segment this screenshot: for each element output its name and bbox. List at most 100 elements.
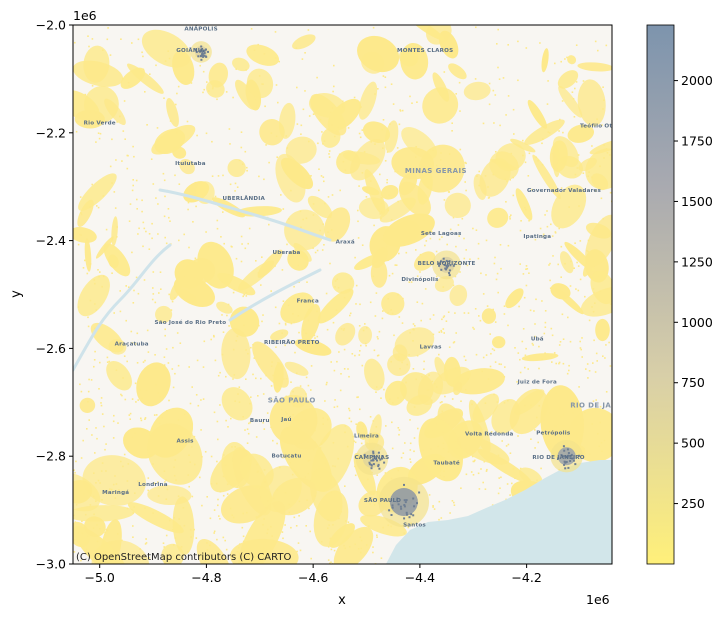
density-speck [554, 232, 557, 234]
density-speck [181, 81, 183, 83]
density-speck [337, 286, 340, 289]
density-speck [332, 524, 334, 526]
density-speck [234, 182, 237, 185]
metro-speck [400, 507, 403, 510]
density-speck [584, 411, 586, 414]
density-speck [480, 272, 482, 275]
density-speck [373, 501, 375, 503]
density-speck [258, 363, 260, 366]
density-speck [579, 347, 582, 349]
density-speck [355, 303, 357, 305]
density-speck [133, 289, 135, 292]
density-speck [562, 338, 565, 340]
density-speck [322, 223, 324, 225]
density-speck [486, 305, 489, 307]
metro-speck [448, 269, 451, 272]
density-speck [310, 557, 312, 560]
density-speck [493, 122, 495, 124]
density-speck [305, 217, 308, 220]
density-speck [493, 262, 496, 265]
density-speck [601, 450, 603, 453]
density-speck [353, 96, 356, 99]
density-speck [300, 124, 303, 127]
density-speck [544, 214, 546, 216]
density-speck [338, 517, 340, 520]
density-speck [319, 447, 322, 449]
density-patch [106, 360, 132, 391]
density-speck [242, 540, 245, 543]
density-speck [577, 440, 579, 442]
density-speck [422, 449, 425, 452]
density-speck [366, 442, 368, 444]
density-speck [320, 175, 323, 177]
density-speck [241, 243, 243, 245]
density-speck [551, 361, 553, 363]
density-speck [454, 312, 456, 314]
density-speck [523, 296, 526, 299]
density-speck [419, 271, 421, 273]
density-speck [188, 246, 190, 249]
density-speck [275, 346, 277, 348]
density-speck [288, 557, 291, 559]
density-speck [205, 231, 207, 233]
density-patch [449, 284, 468, 307]
density-speck [274, 265, 276, 267]
map-place-label: Lavras [420, 344, 443, 350]
density-speck [217, 504, 219, 507]
density-speck [116, 226, 118, 228]
density-speck [440, 159, 442, 161]
density-speck [141, 558, 144, 561]
density-speck [546, 210, 548, 212]
density-patch [381, 292, 405, 316]
density-speck [228, 128, 231, 130]
density-speck [292, 414, 294, 416]
density-speck [96, 205, 98, 207]
colorbar-tick-label: 1750 [681, 134, 713, 149]
density-speck [89, 263, 92, 265]
density-speck [559, 407, 561, 410]
density-speck [147, 477, 150, 479]
density-speck [302, 218, 304, 221]
density-speck [222, 536, 225, 539]
density-speck [400, 456, 403, 459]
density-speck [132, 512, 135, 514]
metro-cluster [389, 488, 418, 517]
density-speck [409, 419, 411, 421]
density-speck [502, 77, 505, 79]
map-place-label: RIBEIRÃO PRETO [264, 339, 320, 346]
colorbar-tick-label: 500 [681, 436, 705, 451]
density-speck [294, 351, 296, 354]
density-speck [445, 320, 448, 322]
density-speck [158, 454, 161, 456]
density-speck [451, 130, 453, 132]
density-speck [438, 353, 440, 356]
density-speck [446, 175, 449, 177]
density-speck [295, 525, 298, 527]
density-speck [238, 552, 241, 555]
density-speck [319, 229, 321, 232]
density-speck [266, 412, 269, 414]
density-speck [369, 503, 371, 505]
density-speck [112, 437, 115, 439]
density-speck [431, 399, 433, 402]
density-speck [323, 244, 325, 246]
density-speck [465, 389, 467, 391]
density-speck [576, 261, 578, 264]
density-speck [387, 209, 390, 212]
density-speck [535, 156, 537, 159]
density-speck [252, 373, 254, 376]
density-speck [164, 195, 166, 198]
density-patch [284, 361, 309, 376]
metro-speck [403, 505, 406, 508]
density-speck [378, 330, 381, 333]
density-speck [110, 488, 113, 491]
density-speck [494, 94, 497, 96]
density-speck [302, 179, 304, 181]
density-speck [443, 315, 446, 317]
density-speck [199, 64, 201, 67]
density-speck [562, 131, 564, 134]
density-speck [93, 495, 95, 498]
density-speck [343, 296, 346, 299]
density-speck [261, 320, 263, 323]
density-speck [179, 498, 181, 500]
